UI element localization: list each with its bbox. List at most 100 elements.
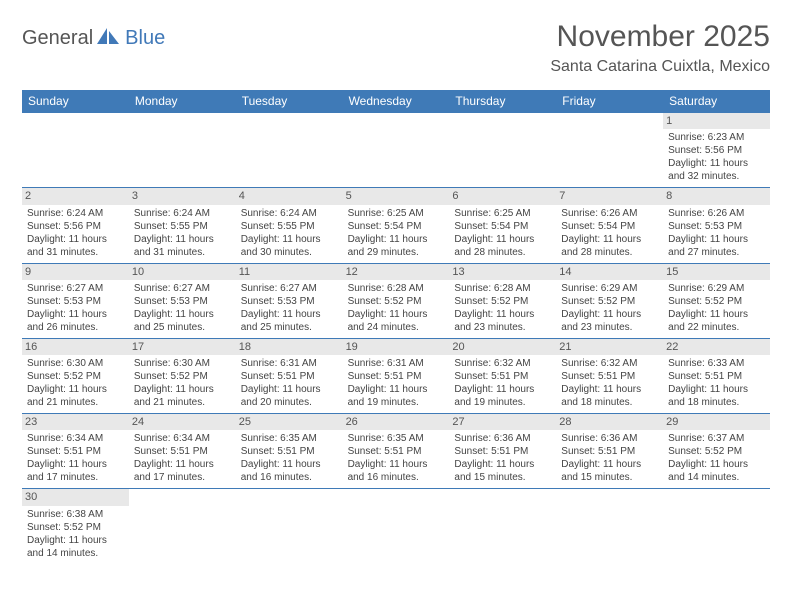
daylight2-text: and 14 minutes. [668,471,765,484]
calendar-cell: 7Sunrise: 6:26 AMSunset: 5:54 PMDaylight… [556,187,663,262]
day-number: 3 [129,188,236,204]
calendar-cell: 1Sunrise: 6:23 AMSunset: 5:56 PMDaylight… [663,112,770,187]
daylight1-text: Daylight: 11 hours [348,308,445,321]
daylight1-text: Daylight: 11 hours [454,383,551,396]
calendar-cell-blank [343,112,450,187]
daylight2-text: and 19 minutes. [348,396,445,409]
sunset-text: Sunset: 5:55 PM [134,220,231,233]
calendar-cell: 11Sunrise: 6:27 AMSunset: 5:53 PMDayligh… [236,263,343,338]
daylight1-text: Daylight: 11 hours [561,458,658,471]
sunset-text: Sunset: 5:55 PM [241,220,338,233]
calendar-cell-blank [22,112,129,187]
daylight2-text: and 23 minutes. [454,321,551,334]
sunrise-text: Sunrise: 6:38 AM [27,508,124,521]
sunrise-text: Sunrise: 6:24 AM [241,207,338,220]
calendar-cell: 30Sunrise: 6:38 AMSunset: 5:52 PMDayligh… [22,488,129,563]
day-header: Friday [556,90,663,112]
calendar-cell-blank [449,488,556,563]
sunrise-text: Sunrise: 6:35 AM [348,432,445,445]
daylight1-text: Daylight: 11 hours [134,383,231,396]
daylight2-text: and 32 minutes. [668,170,765,183]
day-number: 17 [129,339,236,355]
sunrise-text: Sunrise: 6:31 AM [241,357,338,370]
daylight1-text: Daylight: 11 hours [27,233,124,246]
sunset-text: Sunset: 5:51 PM [27,445,124,458]
sunrise-text: Sunrise: 6:23 AM [668,131,765,144]
daylight1-text: Daylight: 11 hours [27,534,124,547]
day-number: 1 [663,113,770,129]
calendar-cell: 22Sunrise: 6:33 AMSunset: 5:51 PMDayligh… [663,338,770,413]
calendar-cell: 26Sunrise: 6:35 AMSunset: 5:51 PMDayligh… [343,413,450,488]
daylight1-text: Daylight: 11 hours [561,233,658,246]
calendar-cell-blank [449,112,556,187]
daylight2-text: and 20 minutes. [241,396,338,409]
sunset-text: Sunset: 5:56 PM [27,220,124,233]
calendar-cell: 3Sunrise: 6:24 AMSunset: 5:55 PMDaylight… [129,187,236,262]
sunset-text: Sunset: 5:53 PM [27,295,124,308]
day-number: 6 [449,188,556,204]
sunrise-text: Sunrise: 6:24 AM [134,207,231,220]
daylight2-text: and 15 minutes. [561,471,658,484]
day-number: 25 [236,414,343,430]
sunrise-text: Sunrise: 6:30 AM [27,357,124,370]
sunset-text: Sunset: 5:51 PM [241,445,338,458]
sunrise-text: Sunrise: 6:32 AM [454,357,551,370]
day-number: 7 [556,188,663,204]
calendar-cell: 27Sunrise: 6:36 AMSunset: 5:51 PMDayligh… [449,413,556,488]
sunrise-text: Sunrise: 6:32 AM [561,357,658,370]
calendar-grid: SundayMondayTuesdayWednesdayThursdayFrid… [22,90,770,564]
daylight2-text: and 18 minutes. [561,396,658,409]
sunrise-text: Sunrise: 6:34 AM [27,432,124,445]
sunset-text: Sunset: 5:51 PM [348,370,445,383]
calendar-cell: 21Sunrise: 6:32 AMSunset: 5:51 PMDayligh… [556,338,663,413]
sunrise-text: Sunrise: 6:27 AM [241,282,338,295]
day-number: 21 [556,339,663,355]
calendar-cell: 13Sunrise: 6:28 AMSunset: 5:52 PMDayligh… [449,263,556,338]
day-number: 14 [556,264,663,280]
day-number: 8 [663,188,770,204]
calendar-cell-blank [236,488,343,563]
daylight2-text: and 15 minutes. [454,471,551,484]
sunset-text: Sunset: 5:53 PM [134,295,231,308]
daylight1-text: Daylight: 11 hours [241,308,338,321]
daylight2-text: and 24 minutes. [348,321,445,334]
sunset-text: Sunset: 5:54 PM [561,220,658,233]
calendar-cell: 15Sunrise: 6:29 AMSunset: 5:52 PMDayligh… [663,263,770,338]
daylight2-text: and 27 minutes. [668,246,765,259]
day-header: Tuesday [236,90,343,112]
daylight2-text: and 25 minutes. [134,321,231,334]
daylight2-text: and 18 minutes. [668,396,765,409]
calendar-cell-blank [129,488,236,563]
sunrise-text: Sunrise: 6:29 AM [668,282,765,295]
sunset-text: Sunset: 5:51 PM [561,445,658,458]
sunrise-text: Sunrise: 6:27 AM [27,282,124,295]
calendar-cell: 9Sunrise: 6:27 AMSunset: 5:53 PMDaylight… [22,263,129,338]
sunset-text: Sunset: 5:53 PM [668,220,765,233]
calendar-cell: 2Sunrise: 6:24 AMSunset: 5:56 PMDaylight… [22,187,129,262]
daylight1-text: Daylight: 11 hours [454,308,551,321]
sunset-text: Sunset: 5:53 PM [241,295,338,308]
daylight1-text: Daylight: 11 hours [454,458,551,471]
day-number: 9 [22,264,129,280]
calendar-cell: 5Sunrise: 6:25 AMSunset: 5:54 PMDaylight… [343,187,450,262]
daylight1-text: Daylight: 11 hours [668,458,765,471]
daylight1-text: Daylight: 11 hours [668,308,765,321]
day-number: 23 [22,414,129,430]
sunrise-text: Sunrise: 6:34 AM [134,432,231,445]
day-header: Monday [129,90,236,112]
logo-text-general: General [22,27,93,50]
daylight2-text: and 30 minutes. [241,246,338,259]
daylight2-text: and 19 minutes. [454,396,551,409]
sunrise-text: Sunrise: 6:27 AM [134,282,231,295]
daylight1-text: Daylight: 11 hours [561,308,658,321]
calendar-cell-blank [663,488,770,563]
day-header: Wednesday [343,90,450,112]
calendar-cell: 29Sunrise: 6:37 AMSunset: 5:52 PMDayligh… [663,413,770,488]
day-number: 24 [129,414,236,430]
calendar-cell: 25Sunrise: 6:35 AMSunset: 5:51 PMDayligh… [236,413,343,488]
sunset-text: Sunset: 5:52 PM [561,295,658,308]
header: General Blue November 2025 Santa Catarin… [22,20,770,76]
day-number: 13 [449,264,556,280]
sunrise-text: Sunrise: 6:25 AM [348,207,445,220]
daylight1-text: Daylight: 11 hours [668,233,765,246]
